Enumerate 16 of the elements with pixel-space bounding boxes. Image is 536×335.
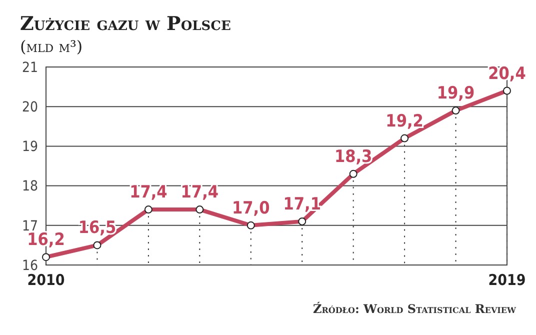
data-label: 17,0 [232,198,270,218]
chart-title: Zużycie gazu w Polsce [20,13,232,35]
data-label: 17,4 [130,182,168,203]
y-tick-label: 19 [22,139,38,156]
x-tick-label: 2010 [27,271,65,289]
y-tick-label: 21 [22,60,38,76]
data-label: 19,2 [386,111,424,132]
data-label: 17,4 [180,182,219,203]
x-tick-label: 2019 [488,271,526,289]
data-label: 19,9 [436,84,475,104]
data-label: 18,3 [334,146,372,167]
y-tick-label: 18 [22,178,38,195]
y-tick-label: 20 [22,100,38,116]
text: Źródło: World Statistical Review [312,301,517,316]
y-tick-label: 16 [22,258,38,274]
chart-subtitle: (mld m³) [20,37,83,56]
